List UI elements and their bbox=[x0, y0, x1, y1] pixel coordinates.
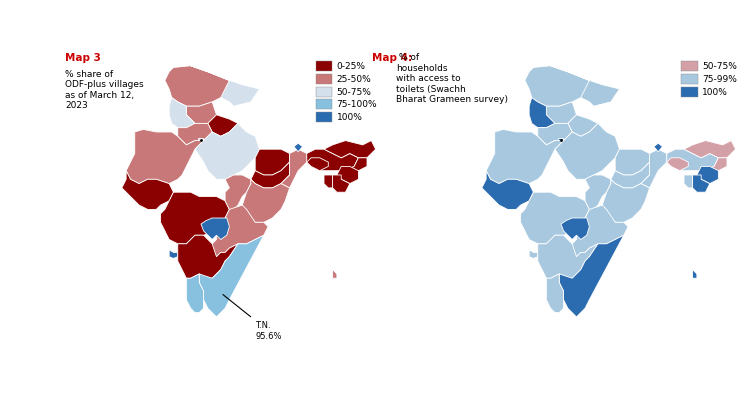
Polygon shape bbox=[585, 175, 611, 209]
Polygon shape bbox=[208, 115, 238, 136]
Polygon shape bbox=[529, 250, 538, 259]
Polygon shape bbox=[251, 162, 290, 188]
Polygon shape bbox=[550, 66, 619, 106]
Polygon shape bbox=[337, 166, 359, 184]
Polygon shape bbox=[602, 179, 649, 222]
Text: T.N.
95.6%: T.N. 95.6% bbox=[223, 295, 282, 341]
Polygon shape bbox=[529, 97, 555, 128]
Polygon shape bbox=[177, 235, 238, 278]
Text: % of
households
with access to
toilets (Swachh
Bharat Grameen survey): % of households with access to toilets (… bbox=[396, 53, 508, 104]
Polygon shape bbox=[195, 123, 260, 179]
Polygon shape bbox=[559, 235, 624, 317]
Polygon shape bbox=[572, 205, 628, 257]
Polygon shape bbox=[486, 129, 563, 184]
Polygon shape bbox=[538, 123, 572, 145]
Polygon shape bbox=[611, 162, 649, 188]
Polygon shape bbox=[561, 218, 590, 239]
Polygon shape bbox=[201, 218, 230, 239]
Polygon shape bbox=[555, 123, 619, 179]
Polygon shape bbox=[242, 179, 290, 222]
Polygon shape bbox=[692, 270, 697, 278]
Polygon shape bbox=[684, 141, 735, 158]
Polygon shape bbox=[294, 143, 303, 152]
Polygon shape bbox=[324, 175, 333, 188]
Polygon shape bbox=[225, 175, 251, 209]
Polygon shape bbox=[307, 158, 328, 171]
Polygon shape bbox=[191, 66, 260, 106]
Legend: 0-25%, 25-50%, 50-75%, 75-100%, 100%: 0-25%, 25-50%, 50-75%, 75-100%, 100% bbox=[312, 58, 381, 126]
Polygon shape bbox=[126, 129, 204, 184]
Polygon shape bbox=[568, 115, 598, 136]
Polygon shape bbox=[697, 166, 719, 184]
Polygon shape bbox=[705, 158, 727, 171]
Polygon shape bbox=[346, 158, 367, 171]
Polygon shape bbox=[482, 171, 534, 209]
Polygon shape bbox=[547, 102, 577, 123]
Text: % share of
ODF-plus villages
as of March 12,
2023: % share of ODF-plus villages as of March… bbox=[65, 70, 144, 110]
Polygon shape bbox=[538, 235, 598, 278]
Polygon shape bbox=[199, 235, 263, 317]
Polygon shape bbox=[307, 149, 359, 171]
Polygon shape bbox=[169, 97, 195, 128]
Polygon shape bbox=[165, 66, 234, 106]
Polygon shape bbox=[547, 274, 563, 312]
Polygon shape bbox=[324, 141, 375, 158]
Polygon shape bbox=[557, 138, 562, 141]
Polygon shape bbox=[198, 138, 202, 141]
Legend: 50-75%, 75-99%, 100%: 50-75%, 75-99%, 100% bbox=[678, 58, 741, 100]
Polygon shape bbox=[615, 149, 649, 175]
Polygon shape bbox=[333, 270, 337, 278]
Polygon shape bbox=[684, 175, 692, 188]
Polygon shape bbox=[525, 66, 593, 106]
Polygon shape bbox=[177, 123, 212, 145]
Polygon shape bbox=[667, 149, 719, 171]
Polygon shape bbox=[667, 158, 689, 171]
Polygon shape bbox=[255, 149, 290, 175]
Polygon shape bbox=[654, 143, 662, 152]
Polygon shape bbox=[520, 192, 590, 244]
Polygon shape bbox=[641, 149, 667, 188]
Polygon shape bbox=[161, 192, 230, 244]
Polygon shape bbox=[186, 102, 217, 123]
Polygon shape bbox=[212, 205, 268, 257]
Polygon shape bbox=[122, 171, 174, 209]
Polygon shape bbox=[692, 175, 710, 192]
Polygon shape bbox=[169, 250, 177, 259]
Polygon shape bbox=[281, 149, 307, 188]
Text: Map 3: Map 3 bbox=[65, 53, 101, 63]
Polygon shape bbox=[186, 274, 204, 312]
Text: Map 4:: Map 4: bbox=[372, 53, 412, 63]
Polygon shape bbox=[333, 175, 350, 192]
